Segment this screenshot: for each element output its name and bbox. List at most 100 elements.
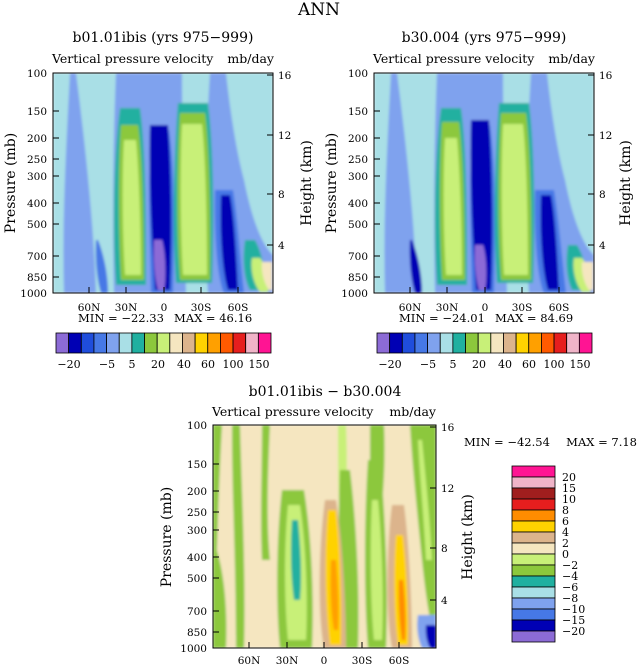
- pressure-axis-label: Pressure (mb): [3, 133, 19, 233]
- colorbar-swatch: [207, 332, 221, 354]
- height-tick-label: 16: [278, 70, 292, 82]
- contour-region: [95, 240, 108, 293]
- panel-1-pressure-axis: 100 150 200 250 300 400 500 700 850 1000…: [3, 68, 59, 300]
- lat-tick-label: 30S: [512, 302, 533, 314]
- panel-1-colorbar: [55, 332, 272, 354]
- colorbar-label: 0: [562, 548, 569, 561]
- colorbar-swatch: [257, 332, 272, 354]
- colorbar-swatch: [414, 332, 428, 354]
- colorbar-label: 60: [201, 358, 215, 371]
- colorbar-label: 150: [249, 358, 270, 371]
- contour-region: [261, 425, 270, 560]
- pressure-tick-label: 1000: [180, 643, 207, 655]
- panel-1: b01.01ibis (yrs 975−999) Vertical pressu…: [3, 30, 315, 371]
- colorbar-swatch: [511, 498, 556, 511]
- colorbar-swatch: [578, 332, 593, 354]
- lat-tick-label: 60S: [549, 302, 570, 314]
- contour-region: [53, 73, 70, 293]
- colorbar-label: 100: [544, 358, 565, 371]
- colorbar-swatch: [376, 332, 391, 354]
- pressure-tick-label: 400: [348, 198, 368, 210]
- colorbar-swatch: [511, 608, 556, 621]
- panel-3-units: mb/day: [389, 404, 437, 419]
- panel-3-colorbar: [511, 465, 556, 643]
- contour-region: [443, 138, 462, 275]
- contour-region: [547, 73, 594, 255]
- colorbar-label: 150: [570, 358, 591, 371]
- colorbar-label: 40: [498, 358, 512, 371]
- colorbar-label: −2: [562, 559, 578, 572]
- colorbar-swatch: [245, 332, 259, 354]
- colorbar-label: 8: [562, 504, 569, 517]
- height-tick-label: 12: [278, 130, 291, 142]
- height-tick-label: 8: [599, 189, 606, 201]
- panel-3-title: b01.01ibis − b30.004: [249, 384, 402, 400]
- pressure-tick-label: 250: [348, 154, 368, 166]
- panel-2-colorbar: [376, 332, 593, 354]
- contour-region: [330, 560, 339, 630]
- contour-region: [226, 73, 273, 255]
- contour-region: [409, 240, 422, 293]
- panel-3-pressure-axis: 100 150 200 250 300 400 500 700 850 1000…: [159, 420, 219, 655]
- pressure-tick-label: 850: [348, 272, 368, 284]
- colorbar-label: −8: [562, 592, 578, 605]
- panel-1-subtitle: Vertical pressure velocity: [51, 51, 214, 66]
- panel-2-pressure-axis: 100 150 200 250 300 400 500 700 850 1000…: [324, 68, 380, 300]
- colorbar-swatch: [511, 487, 556, 500]
- contour-region: [232, 425, 245, 648]
- colorbar-swatch: [55, 332, 70, 354]
- pressure-tick-label: 300: [187, 525, 207, 537]
- panel-3-lat-axis: 60N 30N 0 30S 60S: [238, 642, 409, 666]
- pressure-ticks: [53, 72, 59, 294]
- colorbar-swatch: [427, 332, 441, 354]
- pressure-tick-label: 300: [348, 171, 368, 183]
- panel-2-colorbar-labels: −20 −5 5 20 40 60 100 150: [378, 358, 590, 371]
- colorbar-swatch: [528, 332, 542, 354]
- panel-2-contours: [374, 73, 594, 293]
- pressure-axis-label: Pressure (mb): [324, 133, 340, 233]
- contour-region: [261, 262, 272, 290]
- lat-tick-label: 60N: [399, 302, 422, 314]
- pressure-tick-label: 150: [27, 106, 47, 118]
- contour-region: [153, 240, 166, 290]
- colorbar-label: 20: [562, 471, 576, 484]
- colorbar-swatch: [511, 465, 556, 478]
- panel-2-max: MAX = 84.69: [495, 311, 573, 325]
- pressure-tick-label: 700: [27, 251, 47, 263]
- pressure-tick-label: 500: [187, 573, 207, 585]
- colorbar-label: 20: [151, 358, 165, 371]
- pressure-tick-label: 400: [27, 198, 47, 210]
- height-axis-label: Height (km): [460, 494, 476, 580]
- height-tick-label: 8: [278, 189, 285, 201]
- panel-2-units: mb/day: [548, 51, 596, 66]
- colorbar-swatch: [131, 332, 145, 354]
- colorbar-swatch: [511, 520, 556, 533]
- panel-3: b01.01ibis − b30.004 Vertical pressure v…: [159, 384, 637, 666]
- colorbar-swatch: [503, 332, 517, 354]
- colorbar-label: −20: [378, 358, 401, 371]
- contour-region: [374, 73, 391, 293]
- colorbar-swatch: [68, 332, 82, 354]
- colorbar-label: 6: [562, 515, 569, 528]
- panel-3-height-axis: 16 12 8 4 Height (km): [430, 422, 476, 607]
- colorbar-swatch: [511, 531, 556, 544]
- contour-region: [213, 540, 227, 648]
- panel-2-frame: [373, 72, 595, 294]
- contour-region: [398, 580, 406, 640]
- colorbar-swatch: [541, 332, 555, 354]
- colorbar-swatch: [401, 332, 416, 354]
- lat-tick-label: 30S: [191, 302, 212, 314]
- pressure-tick-label: 100: [27, 68, 47, 80]
- pressure-tick-label: 700: [187, 606, 207, 618]
- colorbar-label: −4: [562, 570, 578, 583]
- lat-tick-label: 0: [161, 302, 168, 314]
- colorbar-label: 5: [129, 358, 136, 371]
- pressure-tick-label: 100: [348, 68, 368, 80]
- height-axis-label: Height (km): [618, 140, 634, 226]
- colorbar-swatch: [511, 597, 556, 610]
- contour-region: [180, 124, 207, 275]
- colorbar-swatch: [93, 332, 107, 354]
- colorbar-swatch: [169, 332, 183, 354]
- page-title: ANN: [297, 0, 340, 20]
